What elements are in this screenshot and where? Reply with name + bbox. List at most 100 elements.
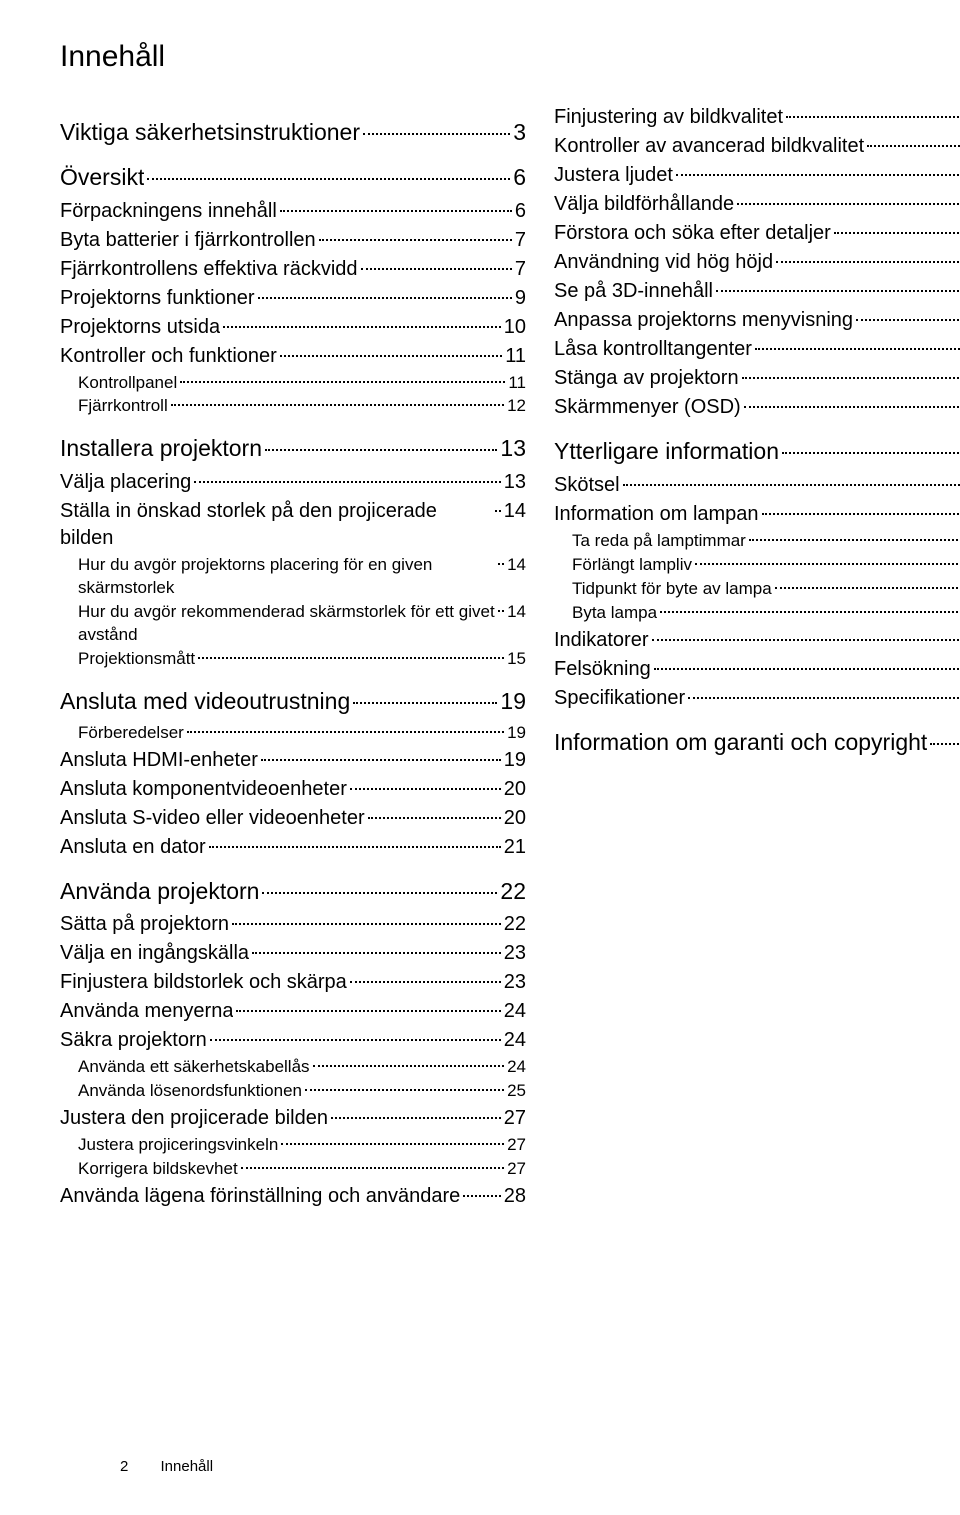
toc-leader xyxy=(258,297,512,299)
toc-leader xyxy=(147,178,510,180)
toc-entry[interactable]: Välja placering13 xyxy=(60,469,526,496)
toc-column-right: Finjustering av bildkvalitet29Kontroller… xyxy=(554,102,960,1212)
toc-leader xyxy=(749,539,960,541)
toc-entry[interactable]: Viktiga säkerhetsinstruktioner3 xyxy=(60,118,526,147)
toc-entry[interactable]: Se på 3D-innehåll36 xyxy=(554,278,960,305)
toc-leader xyxy=(180,381,505,383)
toc-entry-label: Indikatorer xyxy=(554,627,649,654)
toc-entry-label: Ta reda på lamptimmar xyxy=(572,530,746,553)
toc-leader xyxy=(867,145,960,147)
toc-entry-label: Välja placering xyxy=(60,469,191,496)
toc-entry[interactable]: Använda ett säkerhetskabellås24 xyxy=(78,1056,526,1079)
toc-leader xyxy=(368,817,501,819)
toc-entry[interactable]: Fjärrkontroll12 xyxy=(78,395,526,418)
toc-leader xyxy=(361,268,512,270)
toc-entry[interactable]: Välja en ingångskälla23 xyxy=(60,940,526,967)
toc-entry-label: Använda ett säkerhetskabellås xyxy=(78,1056,310,1079)
toc-entry-label: Använda menyerna xyxy=(60,998,233,1025)
toc-entry-page: 9 xyxy=(515,285,526,312)
toc-entry[interactable]: Översikt6 xyxy=(60,163,526,192)
toc-entry[interactable]: Installera projektorn13 xyxy=(60,434,526,463)
toc-entry-label: Låsa kontrolltangenter xyxy=(554,336,752,363)
toc-entry-label: Kontroller av avancerad bildkvalitet xyxy=(554,133,864,160)
toc-entry[interactable]: Kontroller av avancerad bildkvalitet30 xyxy=(554,133,960,160)
toc-leader xyxy=(280,210,512,212)
toc-entry[interactable]: Byta lampa46 xyxy=(572,602,960,625)
toc-entry-label: Förpackningens innehåll xyxy=(60,198,277,225)
toc-entry[interactable]: Projektionsmått15 xyxy=(78,648,526,671)
toc-entry[interactable]: Information om garanti och copyright60 xyxy=(554,728,960,757)
toc-leader xyxy=(236,1010,500,1012)
toc-entry[interactable]: Ansluta med videoutrustning19 xyxy=(60,687,526,716)
toc-entry[interactable]: Byta batterier i fjärrkontrollen7 xyxy=(60,227,526,254)
toc-entry-page: 14 xyxy=(507,601,526,624)
toc-entry[interactable]: Korrigera bildskevhet27 xyxy=(78,1158,526,1181)
toc-entry[interactable]: Använda lösenordsfunktionen25 xyxy=(78,1080,526,1103)
toc-entry[interactable]: Indikatorer49 xyxy=(554,627,960,654)
toc-entry[interactable]: Skärmmenyer (OSD)38 xyxy=(554,394,960,421)
toc-column-left: Viktiga säkerhetsinstruktioner3 Översikt6… xyxy=(60,102,526,1212)
toc-entry[interactable]: Finjustera bildstorlek och skärpa23 xyxy=(60,969,526,996)
toc-entry-label: Använda projektorn xyxy=(60,877,259,906)
toc-entry[interactable]: Säkra projektorn24 xyxy=(60,1027,526,1054)
toc-entry[interactable]: Hur du avgör rekommenderad skärmstorlek … xyxy=(78,601,526,647)
toc-entry[interactable]: Justera den projicerade bilden27 xyxy=(60,1105,526,1132)
toc-entry[interactable]: Användning vid hög höjd35 xyxy=(554,249,960,276)
toc-entry-page: 20 xyxy=(504,776,526,803)
toc-entry-label: Skötsel xyxy=(554,472,620,499)
toc-entry[interactable]: Felsökning51 xyxy=(554,656,960,683)
toc-entry[interactable]: Ansluta S-video eller videoenheter20 xyxy=(60,805,526,832)
toc-entry[interactable]: Skötsel44 xyxy=(554,472,960,499)
toc-entry[interactable]: Förlängt lampliv45 xyxy=(572,554,960,577)
toc-entry[interactable]: Ställa in önskad storlek på den projicer… xyxy=(60,498,526,552)
toc-entry-label: Ytterligare information xyxy=(554,437,779,466)
toc-entry[interactable]: Information om lampan45 xyxy=(554,501,960,528)
toc-entry[interactable]: Kontrollpanel11 xyxy=(78,372,526,395)
toc-entry[interactable]: Förberedelser19 xyxy=(78,722,526,745)
toc-entry-page: 24 xyxy=(504,998,526,1025)
toc-entry-page: 19 xyxy=(504,747,526,774)
toc-entry[interactable]: Förpackningens innehåll6 xyxy=(60,198,526,225)
toc-entry[interactable]: Sätta på projektorn22 xyxy=(60,911,526,938)
toc-entry[interactable]: Projektorns utsida10 xyxy=(60,314,526,341)
toc-entry[interactable]: Hur du avgör projektorns placering för e… xyxy=(78,554,526,600)
toc-entry-label: Sätta på projektorn xyxy=(60,911,229,938)
toc-entry[interactable]: Använda lägena förinställning och använd… xyxy=(60,1183,526,1210)
toc-entry-label: Ansluta S-video eller videoenheter xyxy=(60,805,365,832)
toc-leader xyxy=(305,1089,504,1091)
toc-entry[interactable]: Justera ljudet33 xyxy=(554,162,960,189)
toc-entry-label: Ställa in önskad storlek på den projicer… xyxy=(60,498,492,552)
toc-entry[interactable]: Låsa kontrolltangenter37 xyxy=(554,336,960,363)
toc-entry[interactable]: Stänga av projektorn37 xyxy=(554,365,960,392)
page-title: Innehåll xyxy=(60,40,960,74)
toc-entry-label: Hur du avgör rekommenderad skärmstorlek … xyxy=(78,601,495,647)
toc-entry[interactable]: Ansluta en dator21 xyxy=(60,834,526,861)
toc-entry[interactable]: Justera projiceringsvinkeln27 xyxy=(78,1134,526,1157)
toc-entry[interactable]: Tidpunkt för byte av lampa46 xyxy=(572,578,960,601)
toc-entry[interactable]: Kontroller och funktioner11 xyxy=(60,343,526,370)
toc-entry[interactable]: Förstora och söka efter detaljer35 xyxy=(554,220,960,247)
toc-entry[interactable]: Anpassa projektorns menyvisning37 xyxy=(554,307,960,334)
toc-entry[interactable]: Välja bildförhållande33 xyxy=(554,191,960,218)
toc-entry[interactable]: Använda menyerna 24 xyxy=(60,998,526,1025)
toc-entry[interactable]: Projektorns funktioner9 xyxy=(60,285,526,312)
toc-leader xyxy=(688,697,960,699)
toc-entry-label: Information om lampan xyxy=(554,501,759,528)
toc-entry[interactable]: Specifikationer52 xyxy=(554,685,960,712)
toc-entry[interactable]: Fjärrkontrollens effektiva räckvidd7 xyxy=(60,256,526,283)
toc-entry-label: Information om garanti och copyright xyxy=(554,728,927,757)
toc-entry-page: 23 xyxy=(504,940,526,967)
toc-entry[interactable]: Ansluta komponentvideoenheter20 xyxy=(60,776,526,803)
toc-entry[interactable]: Finjustering av bildkvalitet29 xyxy=(554,104,960,131)
toc-entry[interactable]: Ansluta HDMI-enheter19 xyxy=(60,747,526,774)
toc-entry[interactable]: Använda projektorn22 xyxy=(60,877,526,906)
toc-leader xyxy=(280,355,502,357)
toc-leader xyxy=(262,892,497,894)
toc-entry[interactable]: Ta reda på lamptimmar45 xyxy=(572,530,960,553)
toc-entry[interactable]: Ytterligare information44 xyxy=(554,437,960,466)
toc-leader xyxy=(930,743,960,745)
toc-leader xyxy=(363,133,510,135)
toc-columns: Viktiga säkerhetsinstruktioner3 Översikt6… xyxy=(60,102,960,1212)
toc-leader xyxy=(856,319,960,321)
toc-entry-label: Byta batterier i fjärrkontrollen xyxy=(60,227,316,254)
